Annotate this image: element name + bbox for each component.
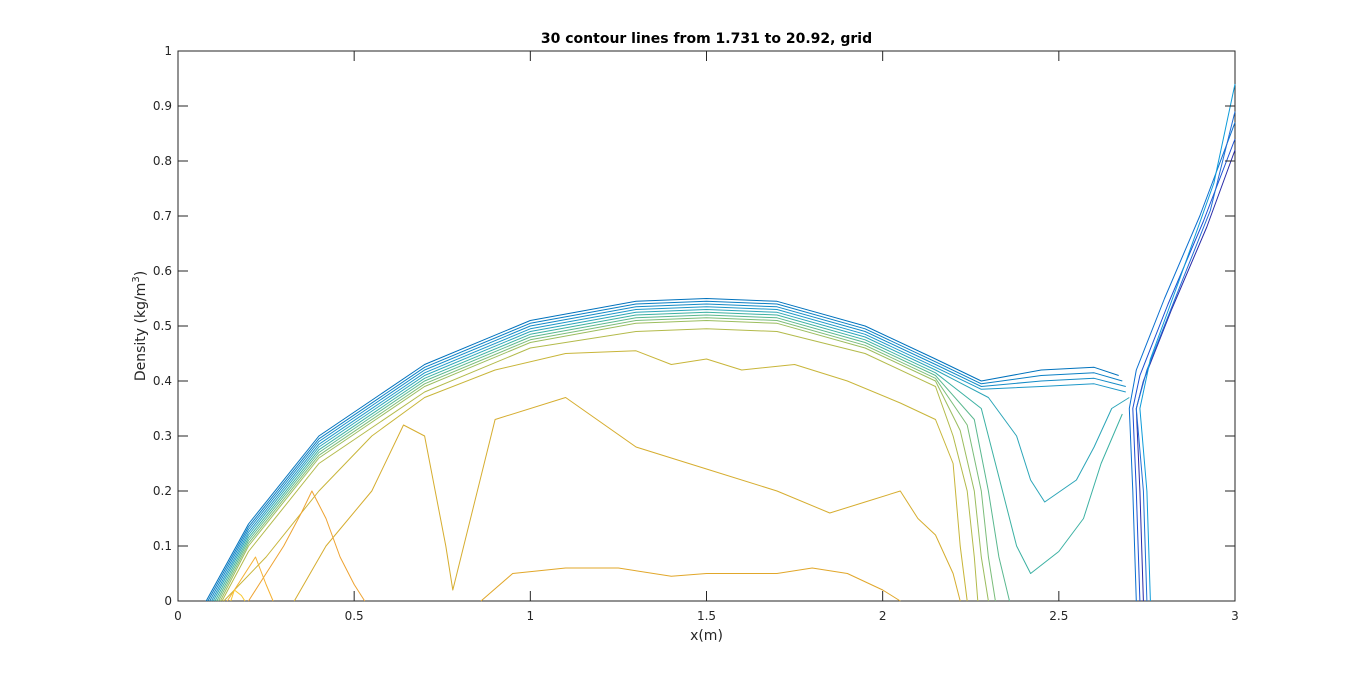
y-axis-label-close: ) xyxy=(133,271,149,276)
contour-lines xyxy=(205,83,1236,602)
y-tick-label: 0.2 xyxy=(153,484,172,498)
x-axis-ticks: 0 0.5 1 1.5 2 2.5 3 xyxy=(174,51,1239,623)
contour-line-6 xyxy=(216,314,1010,602)
contour-line-3 xyxy=(211,306,1126,602)
contour-line-12 xyxy=(480,567,901,602)
contour-line-14 xyxy=(226,556,274,602)
contour-line-11 xyxy=(293,397,961,602)
contour-line-20 xyxy=(1139,83,1236,602)
y-tick-label: 0 xyxy=(164,594,172,608)
x-axis-label: x(m) xyxy=(690,628,723,644)
y-tick-label: 0.3 xyxy=(153,429,172,443)
x-tick-label: 0.5 xyxy=(345,609,364,623)
y-tick-label: 0.8 xyxy=(153,154,172,168)
plot-area: 0 0.5 1 1.5 2 2.5 3 00.10.20.30.40.50.60.70.80… xyxy=(153,44,1239,623)
y-tick-label: 0.6 xyxy=(153,264,172,278)
x-tick-label: 2 xyxy=(879,609,887,623)
chart-title: 30 contour lines from 1.731 to 20.92, gr… xyxy=(541,31,872,47)
y-axis-ticks: 0 0.1 0.2 0.3 0.4 0.5 0.6 0.7 0.8 0.9 1 xyxy=(153,44,1235,608)
contour-line-9 xyxy=(221,328,979,602)
contour-line-19 xyxy=(1135,111,1236,602)
contour-line-4 xyxy=(212,309,1130,602)
contour-line-8 xyxy=(219,320,989,602)
y-tick-label: 1 xyxy=(164,44,172,58)
x-tick-label: 1 xyxy=(527,609,535,623)
x-tick-label: 2.5 xyxy=(1049,609,1068,623)
contour-line-7 xyxy=(218,317,996,602)
x-tick-label: 3 xyxy=(1231,609,1239,623)
x-tick-label: 1.5 xyxy=(697,609,716,623)
contour-line-15 xyxy=(230,589,246,602)
y-tick-label: 0.1 xyxy=(153,539,172,553)
y-axis-label: Density (kg/m3) xyxy=(131,271,149,381)
contour-line-1 xyxy=(207,300,1123,602)
contour-line-16 xyxy=(1128,122,1236,602)
contour-line-17 xyxy=(1132,138,1236,602)
y-tick-label: 0.9 xyxy=(153,99,172,113)
contour-line-5 xyxy=(214,311,1123,602)
y-axis-label-text: Density (kg/m xyxy=(133,283,149,382)
contour-line-0 xyxy=(205,298,1119,602)
x-tick-label: 0 xyxy=(174,609,182,623)
axes-box xyxy=(177,50,1236,602)
y-tick-label: 0.5 xyxy=(153,319,172,333)
contour-line-13 xyxy=(248,490,366,602)
y-tick-label: 0.4 xyxy=(153,374,172,388)
contour-line-10 xyxy=(223,350,968,602)
contour-line-2 xyxy=(209,303,1126,602)
y-tick-label: 0.7 xyxy=(153,209,172,223)
y-axis-label-superscript: 3 xyxy=(131,276,142,282)
